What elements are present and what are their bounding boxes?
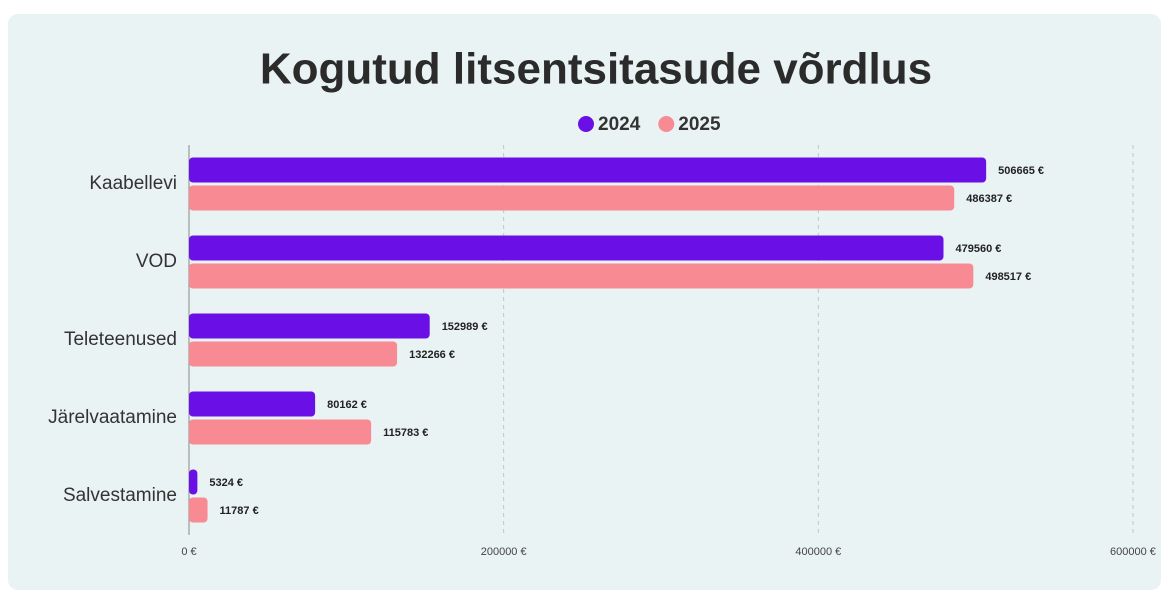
bar <box>189 497 208 523</box>
bar <box>189 469 198 495</box>
x-tick-label: 200000 € <box>481 546 527 558</box>
x-tick-label: 400000 € <box>795 546 841 558</box>
legend-swatch <box>658 116 675 132</box>
bar <box>189 185 955 211</box>
x-tick-label: 600000 € <box>1110 546 1156 558</box>
y-tick-label: Salvestamine <box>63 485 177 506</box>
value-label: 506665 € <box>998 165 1044 177</box>
bar <box>189 157 987 183</box>
y-tick-label: Kaabellevi <box>89 173 177 194</box>
value-label: 115783 € <box>383 427 428 439</box>
y-tick-label: Teleteenused <box>64 329 177 350</box>
bar <box>189 341 398 367</box>
y-tick-label: Järelvaatamine <box>48 407 177 428</box>
value-label: 80162 € <box>327 399 367 411</box>
value-label: 11787 € <box>220 505 259 517</box>
bar <box>189 313 430 339</box>
card <box>8 14 1161 590</box>
bar <box>189 391 316 417</box>
y-tick-label: VOD <box>136 251 177 272</box>
chart-title: Kogutud litsentsitasude võrdlus <box>260 45 932 94</box>
bar <box>189 263 974 289</box>
legend-label: 2025 <box>678 114 721 135</box>
value-label: 152989 € <box>442 321 488 333</box>
value-label: 498517 € <box>985 271 1031 283</box>
value-label: 132266 € <box>409 349 455 361</box>
value-label: 486387 € <box>966 193 1012 205</box>
legend-label: 2024 <box>598 114 641 135</box>
bar <box>189 235 944 261</box>
value-label: 5324 € <box>209 477 243 489</box>
x-tick-label: 0 € <box>181 546 196 558</box>
bar <box>189 419 372 445</box>
legend-swatch <box>578 116 594 132</box>
value-label: 479560 € <box>956 243 1002 255</box>
